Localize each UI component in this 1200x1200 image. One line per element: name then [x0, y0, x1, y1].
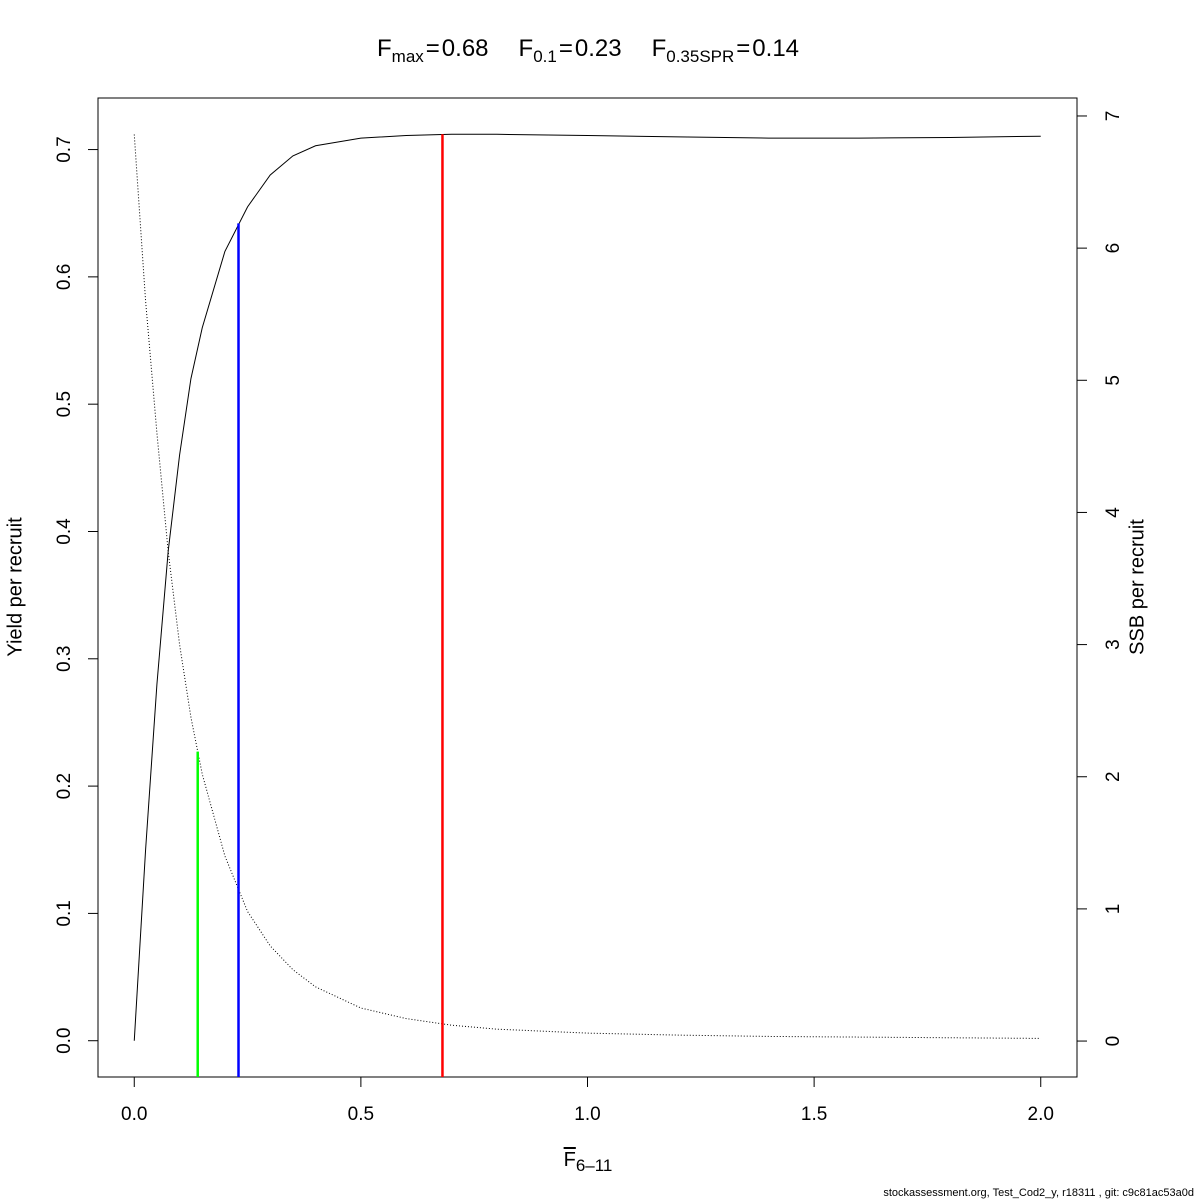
y2-tick-label: 6 [1103, 243, 1124, 254]
footer: stockassessment.org, Test_Cod2_y, r18311… [883, 1187, 1194, 1199]
x-tick-label: 2.0 [1028, 1104, 1054, 1125]
y2-tick-label: 0 [1103, 1036, 1124, 1047]
x-tick-label: 1.0 [574, 1104, 600, 1125]
plot-frame [97, 97, 1078, 1078]
x-label-symbol: F [564, 1149, 576, 1171]
y-tick-label: 0.7 [54, 136, 75, 162]
x-label-subscript: 6–11 [576, 1156, 613, 1175]
title-equals: = [426, 35, 440, 62]
title-subscript: 0.1 [533, 47, 557, 66]
y-tick-label: 0.3 [54, 646, 75, 672]
y2-tick-label: 3 [1103, 639, 1124, 650]
y-tick-label: 0.5 [54, 391, 75, 417]
y2-tick-label: 7 [1103, 111, 1124, 122]
ssb-curve [133, 134, 1041, 1039]
x-tick-label: 0.0 [121, 1104, 147, 1125]
title-value: 0.68 [442, 35, 489, 62]
y2-axis-label: SSB per recruit [1126, 519, 1148, 655]
title-equals: = [736, 35, 750, 62]
y2-tick-label: 4 [1103, 507, 1124, 518]
y2-tick-label: 5 [1103, 375, 1124, 386]
y-tick-label: 0.2 [54, 773, 75, 799]
x-tick-label: 1.5 [801, 1104, 827, 1125]
title-value: 0.14 [752, 35, 799, 62]
y-tick-label: 0.4 [54, 518, 75, 545]
title-equals: = [559, 35, 573, 62]
title-subscript: 0.35SPR [666, 47, 734, 66]
y-axis-label: Yield per recruit [4, 517, 26, 657]
chart-title: Fmax=0.68 F0.1=0.23 F0.35SPR=0.14 [377, 35, 799, 66]
ypr-curve [133, 133, 1041, 1041]
y2-tick-label: 1 [1103, 904, 1124, 915]
y2-tick-label: 2 [1103, 771, 1124, 782]
title-symbol: F [652, 35, 667, 62]
title-symbol: F [519, 35, 534, 62]
y-tick-label: 0.1 [54, 900, 75, 926]
x-axis-label: F6–11 [564, 1149, 613, 1175]
y-tick-label: 0.0 [54, 1028, 75, 1054]
title-symbol: F [377, 35, 392, 62]
y-tick-label: 0.6 [54, 264, 75, 290]
title-value: 0.23 [575, 35, 622, 62]
x-tick-label: 0.5 [348, 1104, 374, 1125]
title-subscript: max [392, 47, 425, 66]
